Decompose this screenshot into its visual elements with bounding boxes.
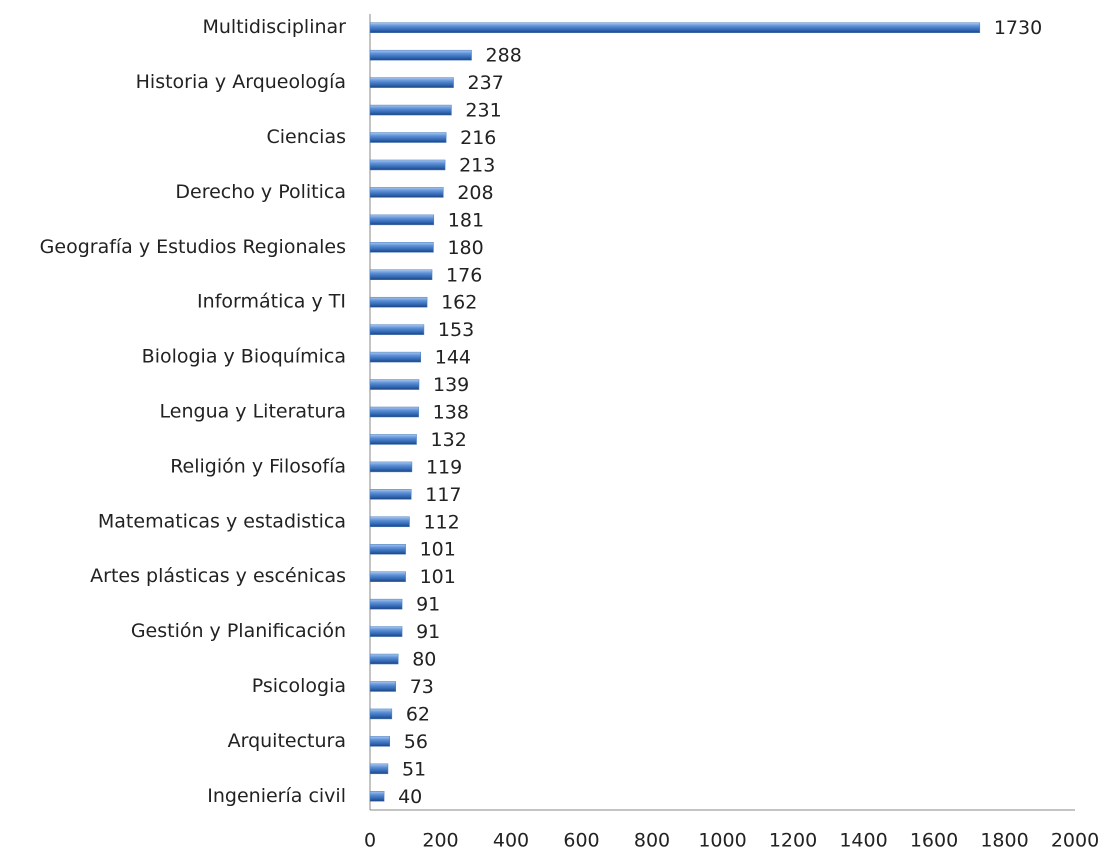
y-tick-label: Lengua y Literatura [160, 401, 346, 423]
y-tick-label: Multidisciplinar [202, 16, 346, 38]
data-label: 80 [412, 649, 436, 671]
y-tick-label: Biologia y Bioquímica [142, 346, 346, 368]
bar [369, 516, 410, 528]
bar [369, 104, 452, 116]
bar [369, 324, 425, 335]
y-tick-label: Geografía y Estudios Regionales [40, 236, 346, 258]
bar [369, 653, 399, 665]
data-label: 40 [398, 786, 422, 808]
bar [369, 791, 385, 802]
data-label: 119 [426, 456, 462, 478]
x-tick-label: 800 [634, 830, 670, 852]
bar [369, 379, 420, 390]
y-tick-label: Ingeniería civil [207, 785, 346, 807]
data-label: 117 [425, 484, 461, 506]
bar [369, 132, 447, 143]
y-tick-label: Historia y Arqueología [136, 71, 346, 93]
y-tick-label: Arquitectura [228, 730, 346, 752]
bar [369, 626, 403, 637]
data-label: 176 [446, 264, 482, 286]
x-tick-label: 1400 [839, 830, 887, 852]
data-label: 231 [465, 100, 501, 122]
data-label: 162 [441, 292, 477, 314]
y-tick-label: Religión y Filosofía [170, 455, 346, 477]
data-label: 180 [447, 237, 483, 259]
data-label: 288 [486, 45, 522, 67]
bar [369, 543, 406, 555]
bar [369, 571, 406, 582]
y-tick-label: Matematicas y estadistica [98, 510, 346, 532]
bar [369, 77, 454, 88]
data-label: 216 [460, 127, 496, 149]
bar [369, 736, 390, 747]
y-tick-label: Gestión y Planificación [131, 620, 346, 642]
x-tick-label: 400 [493, 830, 529, 852]
data-label: 91 [416, 594, 440, 616]
bar [369, 434, 417, 445]
x-tick-label: 0 [364, 830, 376, 852]
x-tick-label: 1600 [910, 830, 958, 852]
data-label: 139 [433, 374, 469, 396]
bar [369, 461, 413, 473]
data-label: 51 [402, 758, 426, 780]
bar [369, 159, 446, 171]
data-label: 73 [410, 676, 434, 698]
y-tick-label: Derecho y Politica [175, 181, 346, 203]
data-label: 213 [459, 154, 495, 176]
y-tick-label: Ciencias [266, 126, 346, 148]
data-label: 1730 [994, 17, 1042, 39]
bar [369, 22, 981, 33]
bar [369, 214, 435, 226]
data-label: 91 [416, 621, 440, 643]
bar [369, 763, 389, 775]
bar [369, 708, 393, 720]
data-label: 56 [404, 731, 428, 753]
data-label: 101 [420, 566, 456, 588]
bar [369, 598, 403, 610]
y-tick-label: Artes plásticas y escénicas [90, 565, 346, 587]
data-label: 153 [438, 319, 474, 341]
data-label: 208 [457, 182, 493, 204]
x-tick-label: 2000 [1051, 830, 1099, 852]
x-tick-label: 1000 [698, 830, 746, 852]
bar [369, 351, 422, 363]
data-label: 112 [423, 511, 459, 533]
data-label: 132 [431, 429, 467, 451]
bar [369, 681, 396, 692]
bar [369, 406, 419, 418]
y-tick-label: Informática y TI [197, 291, 346, 313]
bar [369, 269, 433, 281]
bar [369, 489, 412, 500]
bar [369, 187, 444, 198]
bar [369, 242, 434, 253]
x-tick-label: 1200 [769, 830, 817, 852]
bar [369, 49, 472, 61]
data-label: 138 [433, 402, 469, 424]
y-tick-label: Psicologia [252, 675, 346, 697]
x-tick-label: 600 [563, 830, 599, 852]
bar [369, 296, 428, 308]
x-tick-label: 1800 [980, 830, 1028, 852]
data-label: 237 [468, 72, 504, 94]
data-label: 144 [435, 347, 471, 369]
data-label: 62 [406, 703, 430, 725]
data-label: 101 [420, 539, 456, 561]
data-label: 181 [448, 209, 484, 231]
x-tick-label: 200 [422, 830, 458, 852]
